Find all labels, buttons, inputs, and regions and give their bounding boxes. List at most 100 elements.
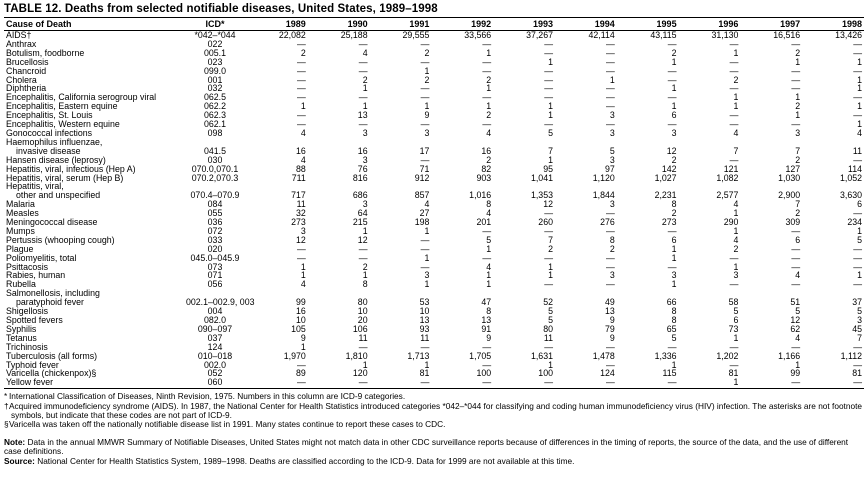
value-cell: 1 xyxy=(486,270,492,281)
value-cell: 1,016 xyxy=(469,190,492,201)
value-cell: 3 xyxy=(609,154,615,165)
value-cell: 1 xyxy=(424,101,430,112)
value-cell: 273 xyxy=(291,217,306,228)
cause-cell: Trichinosis xyxy=(6,341,48,352)
value-cell: 79 xyxy=(604,323,615,334)
value-cell: 857 xyxy=(414,190,430,201)
value-cell: 16,516 xyxy=(773,30,801,40)
value-cell: 2 xyxy=(548,243,553,254)
value-cell: 7 xyxy=(548,234,553,245)
value-cell: — xyxy=(791,65,801,76)
source-paragraph: Source: National Center for Health Stati… xyxy=(4,455,864,466)
value-cell: 124 xyxy=(600,368,615,379)
value-cell: — xyxy=(482,38,492,49)
value-cell: 2 xyxy=(733,74,739,85)
value-cell: 5 xyxy=(486,234,492,245)
value-cell: 1 xyxy=(671,279,677,290)
value-cell: — xyxy=(605,65,615,76)
value-cell: 1,041 xyxy=(530,172,553,183)
value-cell: — xyxy=(791,119,801,130)
value-cell: — xyxy=(420,234,430,245)
column-header: 1995 xyxy=(616,17,679,31)
value-cell: 1 xyxy=(548,270,553,281)
value-cell: 1 xyxy=(733,208,739,219)
footnote: §Varicella was taken off the nationally … xyxy=(4,419,446,430)
value-cell: 99 xyxy=(296,297,306,308)
value-cell: — xyxy=(605,119,615,130)
value-cell: 1 xyxy=(548,101,553,112)
value-cell: 53 xyxy=(419,297,430,308)
value-cell: — xyxy=(544,341,553,352)
value-cell: — xyxy=(420,56,430,67)
value-cell: 11 xyxy=(358,332,368,343)
value-cell: 1,631 xyxy=(530,350,553,361)
value-cell: 1 xyxy=(486,101,492,112)
cause-cell: Anthrax xyxy=(6,38,37,49)
value-cell: 6 xyxy=(857,199,862,210)
value-cell: 1 xyxy=(486,83,492,94)
value-cell: 6 xyxy=(733,315,739,325)
cause-cell: Yellow fever xyxy=(4,378,184,390)
value-cell: 82 xyxy=(481,163,492,174)
value-cell: — xyxy=(297,56,306,67)
value-cell: 260 xyxy=(538,217,553,228)
value-cell: — xyxy=(297,83,306,94)
value-cell: 4 xyxy=(733,234,739,245)
value-cell: 8 xyxy=(671,315,677,325)
value-cell: 1 xyxy=(424,252,430,263)
table-row: Spotted fevers 082.0 10 20 13 13 5 9 8 6 12 3 xyxy=(4,316,864,325)
note-paragraph: Note: Data in the annual MMWR Summary of… xyxy=(4,437,864,457)
cause-cell: Poliomyelitis, total xyxy=(6,252,77,263)
value-cell: — xyxy=(853,359,862,370)
value-cell: 1 xyxy=(733,92,739,103)
value-cell: 16 xyxy=(296,306,306,317)
value-cell: 1 xyxy=(548,154,553,165)
value-cell: — xyxy=(853,65,862,76)
value-cell: — xyxy=(544,225,553,236)
value-cell: — xyxy=(791,83,801,94)
value-cell: 5 xyxy=(671,332,677,343)
table-row: Trichinosis 124 1 — — — — — — — — — xyxy=(4,341,864,352)
value-cell: 127 xyxy=(785,163,801,174)
table-row: Hansen disease (leprosy) 030 4 3 — 2 1 3 2 — 2 — xyxy=(4,154,864,165)
value-cell: 47 xyxy=(481,297,492,308)
value-cell: 4 xyxy=(733,199,739,210)
value-cell: 9 xyxy=(609,332,615,343)
value-cell: 1,844 xyxy=(592,190,615,201)
value-cell: 1 xyxy=(857,83,862,94)
value-cell: 7 xyxy=(548,145,553,156)
value-cell: — xyxy=(297,119,306,130)
value-cell: 1 xyxy=(424,65,430,76)
icd-cell: 082.0 xyxy=(203,315,226,325)
icd-cell: 060 xyxy=(184,378,246,390)
column-header: ICD* xyxy=(184,17,246,31)
value-cell: 32 xyxy=(296,208,306,219)
source-label: Source: xyxy=(4,455,35,466)
value-cell: 1,112 xyxy=(840,350,862,361)
value-cell: 120 xyxy=(352,368,368,379)
value-cell: 71 xyxy=(419,163,430,174)
value-cell: 66 xyxy=(666,297,677,308)
value-cell: — xyxy=(544,38,553,49)
value-cell: — xyxy=(420,341,430,352)
cause-cell: Hepatitis, viral, infectious (Hep A) xyxy=(6,163,136,174)
cause-cell: Spotted fevers xyxy=(6,315,63,325)
value-cell: 4 xyxy=(857,127,862,138)
value-cell: 290 xyxy=(723,217,739,228)
cause-cell: Hepatitis, viral, other and unspecified xyxy=(6,181,101,201)
value-cell: — xyxy=(853,243,862,254)
value-cell: 1 xyxy=(678,378,741,390)
icd-cell: 099.0 xyxy=(203,65,226,76)
table-row: Yellow fever 060— — — — — — —1— — xyxy=(4,378,864,390)
value-cell: 1 xyxy=(733,332,739,343)
value-cell: — xyxy=(544,74,553,85)
cause-cell: Malaria xyxy=(6,199,35,210)
value-cell: 13 xyxy=(604,306,615,317)
cause-cell: Hepatitis, viral, serum (Hep B) xyxy=(6,172,124,183)
table-row: Typhoid fever 002.0 — 1 1 — 1 — 1 — 1 — xyxy=(4,359,864,370)
value-cell: — xyxy=(729,341,739,352)
value-cell: 76 xyxy=(357,163,368,174)
value-cell: — xyxy=(729,154,739,165)
table-row: Psittacosis 073 1 2 — 4 1 — — 1 — — xyxy=(4,262,864,272)
